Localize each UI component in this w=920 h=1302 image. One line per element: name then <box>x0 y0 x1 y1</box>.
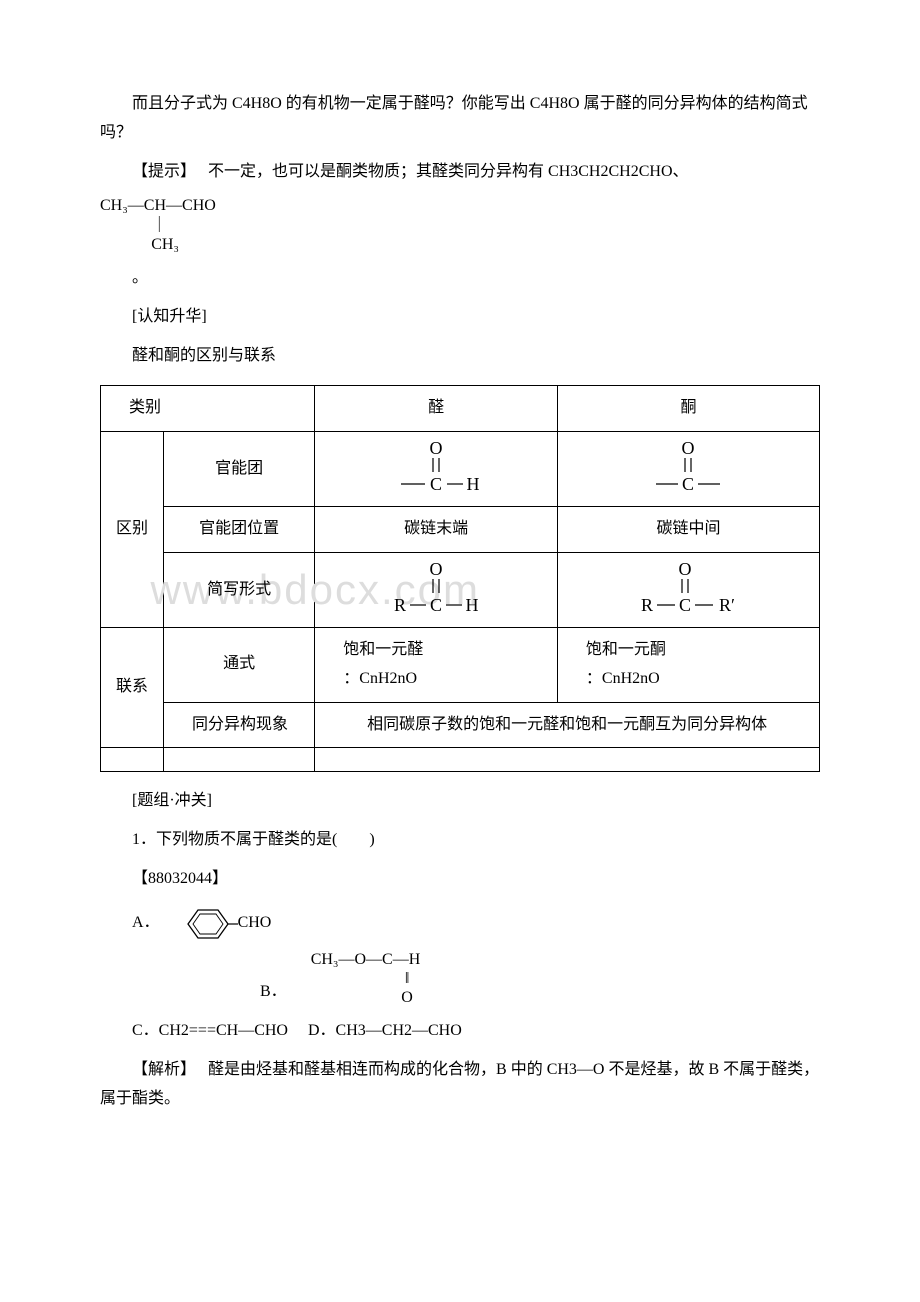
cell-isomerism: 同分异构现象 <box>163 702 314 748</box>
question-code: 【88032044】 <box>100 865 820 894</box>
aldehyde-shorthand-svg: O R C H <box>386 561 486 619</box>
formula-line1: CH₃—CH—CHO <box>100 196 820 215</box>
svg-text:O: O <box>679 561 692 579</box>
option-a: A． CHO <box>100 904 820 944</box>
section1-heading: [认知升华] <box>100 303 820 332</box>
section2-heading: [题组·冲关] <box>100 787 820 816</box>
cell-isomerism-text: 相同碳原子数的饱和一元醛和饱和一元酮互为同分异构体 <box>315 702 820 748</box>
header-aldehyde: 醛 <box>315 386 558 432</box>
svg-text:C: C <box>679 595 691 615</box>
cell-shorthand-aldehyde: www.bdocx.com O R C H <box>315 552 558 627</box>
formula-bond: ｜ <box>100 216 820 235</box>
cell-general-formula: 通式 <box>163 627 314 702</box>
cell-ketone-fg: O C <box>557 432 819 507</box>
option-b-bond: ‖ <box>311 969 421 988</box>
cell-functional-group: 官能团 <box>163 432 314 507</box>
branched-formula: CH₃—CH—CHO ｜ CH₃ <box>100 196 820 254</box>
cell-position: 官能团位置 <box>163 507 314 553</box>
cell-shorthand-ketone: O R C R′ <box>557 552 819 627</box>
option-b: B． CH₃—O—C—H ‖ O <box>100 950 820 1008</box>
option-b-label: B． <box>260 978 287 1007</box>
svg-text:O: O <box>430 440 443 458</box>
analysis-text: 醛是由烃基和醛基相连而构成的化合物，B 中的 CH3—O 不是烃基，故 B 不属… <box>100 1061 819 1107</box>
table-row: 简写形式 www.bdocx.com O R C H O <box>101 552 820 627</box>
empty-cell <box>163 748 314 772</box>
analysis-label: 【解析】 <box>132 1061 188 1078</box>
table-row: 联系 通式 饱和一元醛 ：CnH2nO 饱和一元酮 ：CnH2nO <box>101 627 820 702</box>
cell-shorthand: 简写形式 <box>163 552 314 627</box>
hint-paragraph: 【提示】 不一定，也可以是酮类物质；其醛类同分异构有 CH3CH2CH2CHO、 <box>100 158 820 187</box>
table-row <box>101 748 820 772</box>
option-b-line1: CH₃—O—C—H <box>311 950 421 969</box>
rowgroup-relation: 联系 <box>101 627 164 747</box>
cell-aldehyde-fg: O C H <box>315 432 558 507</box>
svg-text:R′: R′ <box>719 595 735 615</box>
option-a-tail: CHO <box>238 909 272 938</box>
period-mark: 。 <box>100 264 820 293</box>
svg-text:O: O <box>682 440 695 458</box>
svg-text:R: R <box>641 595 653 615</box>
cell-position-aldehyde: 碳链末端 <box>315 507 558 553</box>
table-row: 同分异构现象 相同碳原子数的饱和一元醛和饱和一元酮互为同分异构体 <box>101 702 820 748</box>
header-category: 类别 <box>101 386 315 432</box>
svg-text:H: H <box>467 474 480 494</box>
option-c: C．CH2===CH—CHO <box>132 1022 288 1039</box>
option-cd: C．CH2===CH—CHO D．CH3—CH2—CHO <box>100 1017 820 1046</box>
hint-label: 【提示】 <box>132 163 188 180</box>
svg-text:C: C <box>430 595 442 615</box>
benzene-ring-svg <box>168 904 238 944</box>
ketone-group-svg: O C <box>648 440 728 498</box>
table-row: 区别 官能团 O C H O C <box>101 432 820 507</box>
comparison-table: 类别 醛 酮 区别 官能团 O C H O C <box>100 385 820 772</box>
header-ketone: 酮 <box>557 386 819 432</box>
svg-text:C: C <box>430 474 442 494</box>
hint-text: 不一定，也可以是酮类物质；其醛类同分异构有 CH3CH2CH2CHO、 <box>208 163 688 180</box>
svg-text:H: H <box>466 595 479 615</box>
question-1: 1．下列物质不属于醛类的是( ) <box>100 826 820 855</box>
rowgroup-difference: 区别 <box>101 432 164 628</box>
intro-question: 而且分子式为 C4H8O 的有机物一定属于醛吗？你能写出 C4H8O 属于醛的同… <box>100 90 820 148</box>
cell-gf-ketone: 饱和一元酮 ：CnH2nO <box>557 627 819 702</box>
svg-text:O: O <box>430 561 443 579</box>
option-d: D．CH3—CH2—CHO <box>308 1022 462 1039</box>
cell-position-ketone: 碳链中间 <box>557 507 819 553</box>
table-row: 类别 醛 酮 <box>101 386 820 432</box>
option-a-label: A． <box>100 909 160 938</box>
empty-cell <box>315 748 820 772</box>
option-b-line2: O <box>311 988 421 1007</box>
formula-line2: CH₃ <box>100 235 820 254</box>
empty-cell <box>101 748 164 772</box>
ketone-shorthand-svg: O R C R′ <box>633 561 743 619</box>
cell-gf-aldehyde: 饱和一元醛 ：CnH2nO <box>315 627 558 702</box>
table-row: 官能团位置 碳链末端 碳链中间 <box>101 507 820 553</box>
aldehyde-group-svg: O C H <box>391 440 481 498</box>
analysis-paragraph: 【解析】 醛是由烃基和醛基相连而构成的化合物，B 中的 CH3—O 不是烃基，故… <box>100 1056 820 1114</box>
section1-subheading: 醛和酮的区别与联系 <box>100 342 820 371</box>
svg-text:C: C <box>682 474 694 494</box>
svg-text:R: R <box>394 595 406 615</box>
